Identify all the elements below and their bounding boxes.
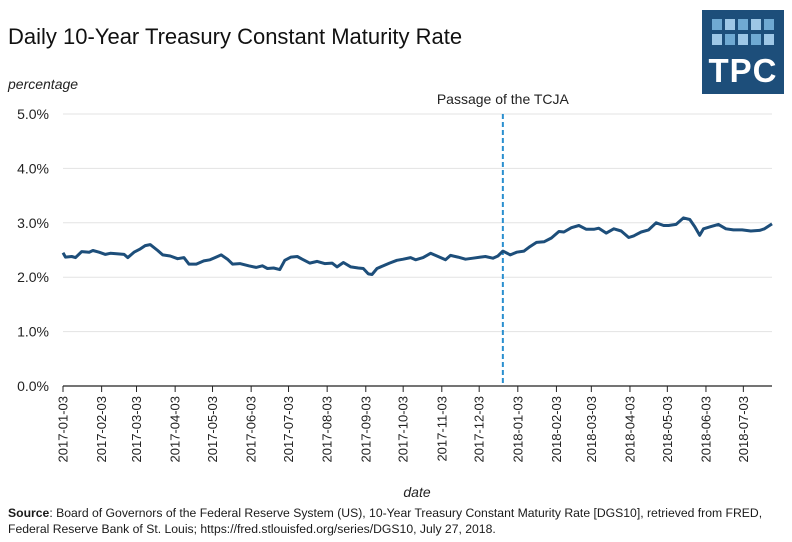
tcja-label: Passage of the TCJA [437, 91, 570, 107]
x-tick-label: 2017-09-03 [358, 396, 373, 463]
y-tick-label: 1.0% [17, 324, 49, 340]
x-axis-label: date [403, 484, 430, 500]
y-tick-label: 5.0% [17, 106, 49, 122]
logo-text: TPC [708, 52, 778, 89]
x-tick-label: 2017-07-03 [281, 396, 296, 463]
x-tick-label: 2018-06-03 [698, 396, 713, 463]
gridlines [63, 113, 772, 333]
x-tick-label: 2018-02-03 [549, 396, 564, 463]
x-tick-label: 2018-07-03 [736, 396, 751, 463]
x-tick-label: 2017-03-03 [129, 396, 144, 463]
x-tick-label: 2017-11-03 [434, 396, 449, 462]
x-axis-ticks: 2017-01-03 2017-02-03 2017-03-03 2017-04-03… [56, 386, 751, 463]
x-tick-label: 2017-02-03 [94, 396, 109, 463]
x-tick-label: 2017-01-03 [56, 396, 71, 463]
source-text: : Board of Governors of the Federal Rese… [8, 506, 763, 536]
line-chart: 0.0%1.0%2.0%3.0%4.0%5.0% 2017-01-03 2017-… [17, 91, 773, 500]
x-tick-label: 2017-04-03 [168, 396, 183, 463]
x-tick-label: 2018-03-03 [584, 396, 599, 463]
x-tick-label: 2017-12-03 [472, 396, 487, 463]
x-tick-label: 2018-05-03 [660, 396, 675, 463]
x-tick-label: 2017-05-03 [205, 396, 220, 463]
y-tick-label: 4.0% [17, 160, 49, 176]
x-tick-label: 2018-01-03 [510, 396, 525, 463]
x-tick-label: 2018-04-03 [622, 396, 637, 463]
y-tick-label: 2.0% [17, 269, 49, 285]
y-axis-label: percentage [8, 76, 79, 92]
logo-grid-icon [712, 19, 776, 49]
y-axis-ticks: 0.0% 1.0% 2.0% 3.0% 4.0% 5.0% [17, 106, 49, 394]
chart-title: Daily 10-Year Treasury Constant Maturity… [8, 24, 463, 49]
x-tick-label: 2017-08-03 [320, 396, 335, 463]
y-tick-label: 3.0% [17, 215, 49, 231]
y-tick-label: 0.0% [17, 378, 49, 394]
series-line [61, 216, 773, 276]
tpc-logo: TPC [702, 10, 784, 94]
x-tick-label: 2017-06-03 [244, 396, 259, 463]
source-note: Source: Board of Governors of the Federa… [8, 505, 788, 537]
source-label: Source [8, 506, 50, 520]
x-tick-label: 2017-10-03 [396, 396, 411, 463]
